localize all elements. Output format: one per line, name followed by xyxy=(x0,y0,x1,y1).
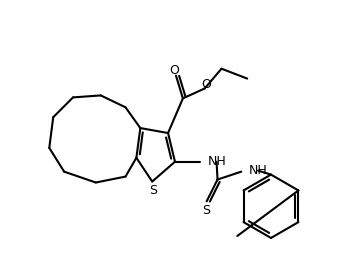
Text: S: S xyxy=(149,184,157,197)
Text: NH: NH xyxy=(249,164,268,177)
Text: O: O xyxy=(202,78,212,91)
Text: S: S xyxy=(202,204,210,217)
Text: O: O xyxy=(169,64,179,77)
Text: NH: NH xyxy=(208,155,226,168)
